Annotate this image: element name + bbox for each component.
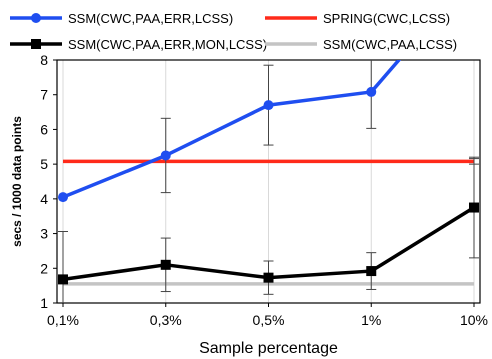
- data-point: [263, 272, 274, 283]
- y-axis-title: secs / 1000 data points: [10, 116, 24, 247]
- x-tick-label: 0,3%: [150, 312, 182, 328]
- x-tick-label: 1%: [361, 312, 381, 328]
- y-tick-label: 7: [40, 87, 48, 103]
- y-tick-label: 3: [40, 226, 48, 242]
- legend-entry: SSM(CWC,PAA,ERR,LCSS): [10, 11, 233, 26]
- legend-label: SPRING(CWC,LCSS): [323, 11, 450, 26]
- y-tick-label: 5: [40, 156, 48, 172]
- series-layer: [58, 60, 479, 303]
- x-axis: 0,1% 0,3% 0,5% 1% 10%: [47, 303, 488, 328]
- data-point: [160, 150, 171, 161]
- data-point: [58, 192, 68, 203]
- x-tick-label: 0,1%: [47, 312, 79, 328]
- y-tick-label: 8: [40, 52, 48, 68]
- legend-entry: SSM(CWC,PAA,ERR,MON,LCSS): [10, 37, 267, 52]
- data-point: [469, 202, 479, 213]
- y-tick-label: 4: [40, 191, 48, 207]
- y-tick-label: 2: [40, 260, 48, 276]
- data-point: [366, 86, 377, 97]
- legend-entry: SPRING(CWC,LCSS): [265, 11, 450, 26]
- legend-label: SSM(CWC,PAA,LCSS): [323, 37, 457, 52]
- data-point: [58, 274, 68, 285]
- legend-entry: SSM(CWC,PAA,LCSS): [265, 37, 457, 52]
- y-tick-label: 1: [40, 295, 48, 311]
- data-point: [366, 266, 377, 277]
- legend-swatch-marker: [31, 39, 41, 49]
- legend-label: SSM(CWC,PAA,ERR,MON,LCSS): [68, 37, 267, 52]
- series-3: [58, 156, 479, 303]
- legend: SSM(CWC,PAA,ERR,LCSS) SPRING(CWC,LCSS) SSM…: [10, 11, 457, 52]
- legend-swatch-marker: [31, 13, 41, 23]
- y-axis: 1 2 3 4 5 6 7 8: [40, 52, 57, 311]
- data-point: [160, 259, 171, 270]
- x-tick-label: 10%: [460, 312, 488, 328]
- x-tick-label: 0,5%: [253, 312, 285, 328]
- legend-label: SSM(CWC,PAA,ERR,LCSS): [68, 11, 233, 26]
- x-axis-title: Sample percentage: [199, 340, 338, 357]
- y-tick-label: 6: [40, 121, 48, 137]
- series-1: [58, 60, 402, 203]
- data-point: [263, 100, 274, 111]
